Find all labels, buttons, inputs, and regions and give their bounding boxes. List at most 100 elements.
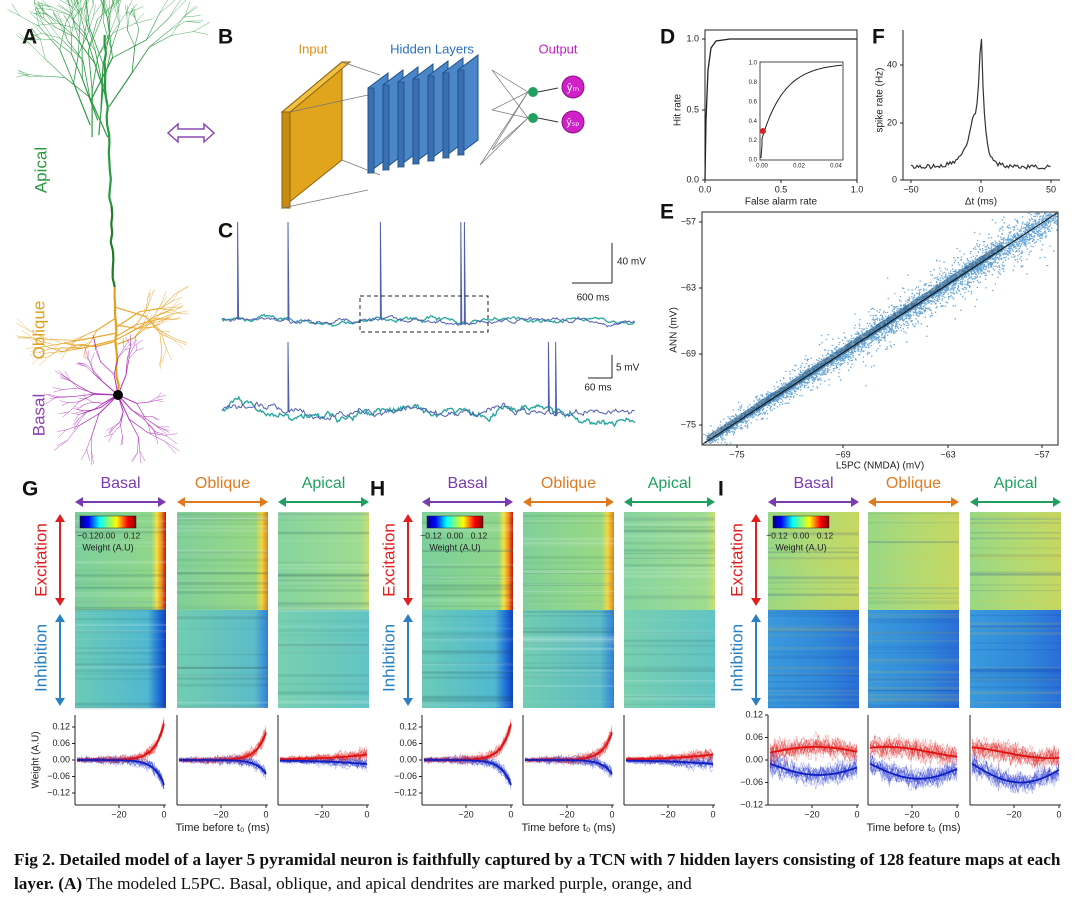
weight-trace xyxy=(76,722,165,764)
dendrite xyxy=(78,412,87,423)
dendrite xyxy=(152,320,163,324)
dendrite xyxy=(65,5,75,23)
dendrite xyxy=(158,309,165,315)
heatmap-texture xyxy=(624,517,715,521)
heatmap-texture xyxy=(868,676,959,680)
weight-trace xyxy=(76,757,165,781)
dendrite xyxy=(18,32,31,45)
apical-trunk xyxy=(108,187,112,198)
heatmap-texture xyxy=(75,706,166,710)
heatmap-texture xyxy=(523,641,614,645)
dendrite xyxy=(74,335,85,341)
heatmap-texture xyxy=(624,526,715,529)
heatmap-texture xyxy=(278,674,369,677)
heatmap-texture xyxy=(970,525,1061,528)
dendrite xyxy=(75,410,84,414)
weight-trace xyxy=(869,761,958,786)
dendrite xyxy=(27,329,49,340)
heatmap-texture xyxy=(278,644,369,647)
double-arrow xyxy=(166,122,216,144)
heatmap-texture xyxy=(768,634,859,637)
heatmap-texture xyxy=(523,594,614,597)
dendrite xyxy=(108,428,114,435)
dendrite xyxy=(61,350,67,360)
dendrite xyxy=(193,22,210,32)
weight-trace xyxy=(971,754,1060,791)
weight-trace xyxy=(869,737,957,766)
heatmap-texture xyxy=(278,512,369,514)
hidden-layer-side xyxy=(367,87,375,174)
dendrite xyxy=(73,54,79,84)
colorbar xyxy=(79,515,137,529)
dendrite xyxy=(21,330,36,340)
y-tick-label: −0.06 xyxy=(394,771,417,781)
heatmap-texture xyxy=(177,675,268,678)
dendrite xyxy=(112,421,120,428)
dendrite xyxy=(85,366,94,374)
dendrite xyxy=(78,13,80,31)
apical-trunk xyxy=(110,214,114,225)
network-diagram xyxy=(280,60,352,210)
heatmap-texture xyxy=(523,570,614,573)
heatmap-texture xyxy=(278,519,369,521)
apical-trunk xyxy=(115,376,120,387)
dendrite xyxy=(193,31,209,35)
panel-letter: A xyxy=(22,26,37,49)
dendrite xyxy=(171,16,184,36)
dendrite xyxy=(145,17,169,41)
dendrite xyxy=(73,8,80,20)
dendrite xyxy=(58,411,70,415)
weight-trace xyxy=(423,723,512,764)
heatmap-texture xyxy=(422,632,513,636)
heatmap-texture xyxy=(868,631,959,635)
dendrite xyxy=(164,435,177,444)
weight-trace xyxy=(869,761,958,789)
dendrite xyxy=(15,335,30,338)
weight-trace xyxy=(971,741,1060,768)
weight-trace xyxy=(524,729,613,763)
heatmap-texture xyxy=(970,625,1061,629)
heatmap-texture xyxy=(278,562,369,564)
heatmap-texture xyxy=(970,614,1061,616)
dendrite xyxy=(123,338,125,349)
y-tick-label: −69 xyxy=(681,348,696,358)
heatmap-texture xyxy=(624,557,715,561)
heatmap-texture xyxy=(768,534,859,537)
heatmap-texture xyxy=(177,607,268,609)
heatmap-texture xyxy=(970,514,1061,518)
heatmap-texture xyxy=(75,582,166,584)
heatmap-texture xyxy=(868,555,959,559)
weight-trace xyxy=(769,735,858,760)
x-tick-label: −20 xyxy=(111,809,126,819)
y-axis-label: spike rate (Hz) xyxy=(875,67,886,132)
dendrite xyxy=(100,361,115,375)
heatmap-texture xyxy=(422,604,513,606)
heatmap-texture xyxy=(177,588,268,591)
x-axis-label: L5PC (NMDA) (mV) xyxy=(836,461,924,472)
x-tick-label: 0 xyxy=(364,809,369,819)
weight-trace xyxy=(178,725,267,764)
weight-trace xyxy=(869,759,958,788)
x-tick-label: 0.5 xyxy=(775,184,788,194)
arrow-head xyxy=(75,497,83,507)
dendrite xyxy=(183,6,198,18)
dendrite xyxy=(166,314,175,319)
dendrite xyxy=(139,308,161,313)
colorbar-title: Weight (A.U) xyxy=(82,542,133,552)
dendrite xyxy=(95,346,101,363)
dendrite xyxy=(156,426,169,431)
weight-trace xyxy=(524,754,613,776)
heatmap-texture xyxy=(868,704,959,708)
dendrite xyxy=(78,4,87,23)
dendrite xyxy=(148,424,155,432)
weight-trace xyxy=(971,739,1060,764)
heatmap-texture xyxy=(75,677,166,681)
weight-trace xyxy=(178,730,267,763)
dendrite xyxy=(128,418,149,434)
heatmap-texture xyxy=(177,605,268,607)
dendrite xyxy=(71,346,81,349)
weight-trace xyxy=(423,725,512,763)
axes-frame xyxy=(701,211,1059,446)
weight-trace xyxy=(423,725,512,763)
heatmap-texture xyxy=(970,532,1061,535)
